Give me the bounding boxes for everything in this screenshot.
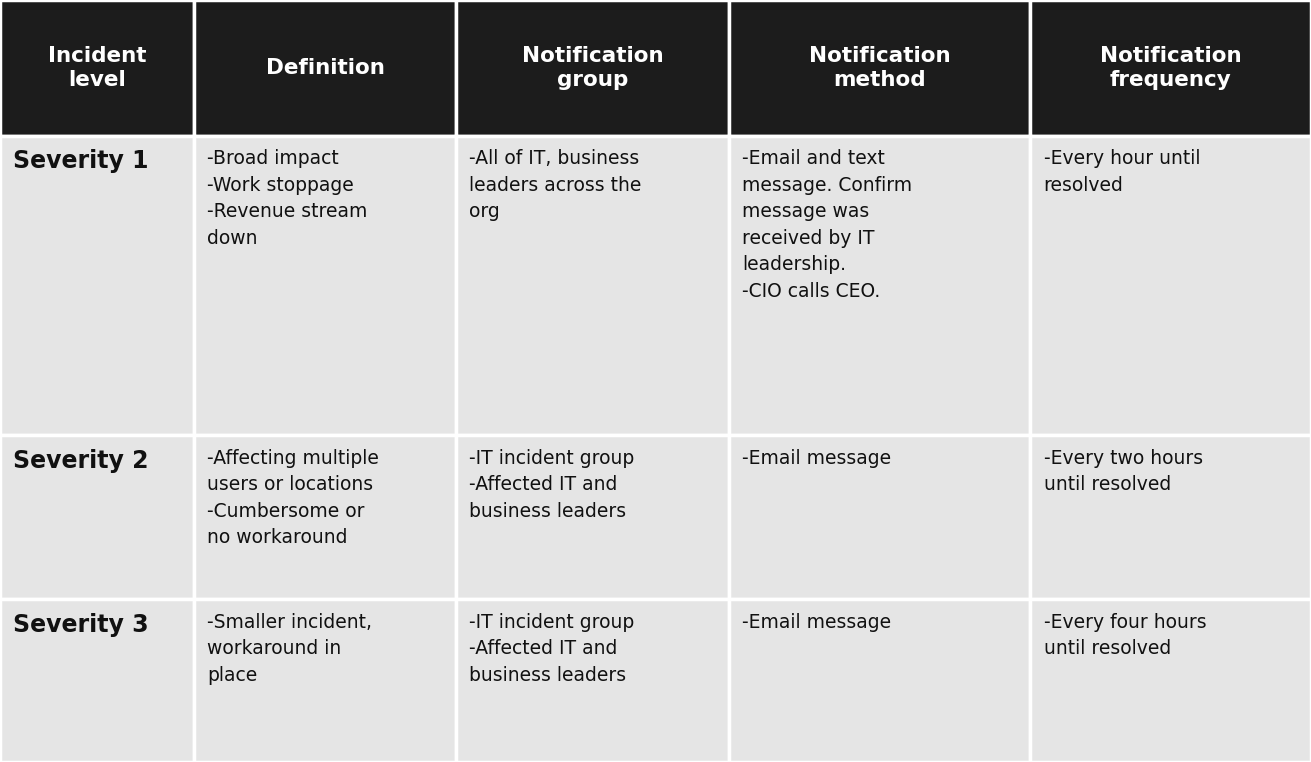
Text: -Email message: -Email message (742, 449, 891, 468)
Bar (729, 0, 1030, 136)
Bar (456, 0, 729, 136)
Bar (1030, 0, 1311, 136)
Text: Severity 1: Severity 1 (13, 149, 148, 173)
Bar (0, 136, 194, 435)
Bar (194, 0, 456, 136)
Text: Severity 3: Severity 3 (13, 613, 148, 636)
Text: -IT incident group
-Affected IT and
business leaders: -IT incident group -Affected IT and busi… (469, 449, 635, 520)
Text: -Broad impact
-Work stoppage
-Revenue stream
down: -Broad impact -Work stoppage -Revenue st… (207, 149, 367, 248)
Text: -Every two hours
until resolved: -Every two hours until resolved (1044, 449, 1202, 495)
Text: Notification
method: Notification method (809, 46, 950, 90)
Text: -All of IT, business
leaders across the
org: -All of IT, business leaders across the … (469, 149, 641, 221)
Bar (456, 435, 729, 599)
Bar (456, 136, 729, 435)
Text: -IT incident group
-Affected IT and
business leaders: -IT incident group -Affected IT and busi… (469, 613, 635, 684)
Text: Severity 2: Severity 2 (13, 449, 148, 472)
Text: Definition: Definition (266, 58, 384, 78)
Bar (1030, 435, 1311, 599)
Text: -Every hour until
resolved: -Every hour until resolved (1044, 149, 1200, 195)
Bar (1030, 599, 1311, 762)
Bar (194, 136, 456, 435)
Bar (0, 435, 194, 599)
Text: Notification
group: Notification group (522, 46, 663, 90)
Text: -Every four hours
until resolved: -Every four hours until resolved (1044, 613, 1206, 658)
Text: Incident
level: Incident level (47, 46, 147, 90)
Bar (729, 599, 1030, 762)
Bar (729, 136, 1030, 435)
Bar (1030, 136, 1311, 435)
Bar (729, 435, 1030, 599)
Bar (0, 0, 194, 136)
Bar (194, 435, 456, 599)
Text: Notification
frequency: Notification frequency (1100, 46, 1242, 90)
Text: -Smaller incident,
workaround in
place: -Smaller incident, workaround in place (207, 613, 372, 684)
Bar (456, 599, 729, 762)
Bar (194, 599, 456, 762)
Text: -Email and text
message. Confirm
message was
received by IT
leadership.
-CIO cal: -Email and text message. Confirm message… (742, 149, 912, 301)
Text: -Affecting multiple
users or locations
-Cumbersome or
no workaround: -Affecting multiple users or locations -… (207, 449, 379, 547)
Text: -Email message: -Email message (742, 613, 891, 632)
Bar (0, 599, 194, 762)
